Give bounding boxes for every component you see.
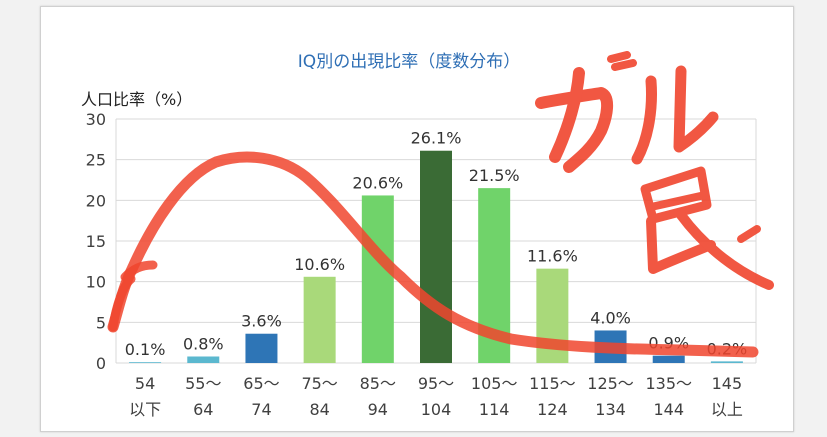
x-tick-label: 104 bbox=[421, 400, 452, 419]
handwritten-text-garumin bbox=[535, 51, 774, 290]
data-label: 11.6% bbox=[527, 247, 578, 266]
x-tick-label: 124 bbox=[537, 400, 568, 419]
bar-chart: IQ別の出現比率（度数分布） 人口比率（%） 0 5 10 15 20 25 30 0.1%… bbox=[81, 51, 774, 419]
y-tick-label: 20 bbox=[86, 191, 106, 210]
x-tick-label: 以上 bbox=[711, 400, 743, 419]
data-label: 4.0% bbox=[590, 308, 631, 327]
chart-card: IQ別の出現比率（度数分布） 人口比率（%） 0 5 10 15 20 25 30 0.1%… bbox=[40, 6, 794, 432]
handwritten-curve-start bbox=[108, 260, 158, 332]
x-tick-label: 75～ bbox=[301, 374, 337, 393]
x-tick-label: 64 bbox=[193, 400, 213, 419]
data-label: 0.8% bbox=[183, 334, 224, 353]
x-tick-label: 135～ bbox=[645, 374, 692, 393]
handwritten-curve bbox=[107, 151, 759, 358]
data-label: 21.5% bbox=[469, 166, 520, 185]
y-tick-label: 30 bbox=[86, 110, 106, 129]
bar bbox=[420, 150, 452, 363]
x-tick-label: 125～ bbox=[587, 374, 634, 393]
bar bbox=[303, 276, 336, 363]
data-label: 10.6% bbox=[294, 255, 345, 274]
data-label: 26.1% bbox=[411, 129, 462, 148]
y-tick-label: 0 bbox=[96, 354, 106, 373]
bar bbox=[187, 356, 220, 363]
x-axis-ticks: 54 以下 55～ 64 65～ 74 75～ 84 85～ 94 95～ 104 105～ 114 115… bbox=[129, 374, 743, 419]
bar bbox=[129, 362, 162, 363]
x-tick-label: 105～ bbox=[471, 374, 518, 393]
data-label: 3.6% bbox=[241, 312, 282, 331]
x-tick-label: 94 bbox=[368, 400, 388, 419]
bar bbox=[652, 355, 685, 363]
x-tick-label: 114 bbox=[479, 400, 510, 419]
x-tick-label: 95～ bbox=[418, 374, 454, 393]
y-tick-label: 25 bbox=[86, 151, 106, 170]
x-tick-label: 54 bbox=[135, 374, 155, 393]
bar bbox=[361, 195, 394, 363]
x-tick-label: 74 bbox=[251, 400, 271, 419]
y-axis-label: 人口比率（%） bbox=[81, 90, 192, 109]
x-tick-label: 以下 bbox=[129, 400, 161, 419]
x-tick-label: 84 bbox=[309, 400, 329, 419]
x-tick-label: 145 bbox=[712, 374, 743, 393]
y-tick-label: 15 bbox=[86, 232, 106, 251]
y-tick-label: 5 bbox=[96, 313, 106, 332]
y-axis-ticks: 0 5 10 15 20 25 30 bbox=[86, 110, 106, 373]
x-tick-label: 65～ bbox=[243, 374, 279, 393]
data-label: 0.1% bbox=[125, 340, 166, 359]
data-label: 20.6% bbox=[352, 173, 403, 192]
bar bbox=[245, 333, 278, 363]
chart-title: IQ別の出現比率（度数分布） bbox=[298, 52, 520, 72]
x-tick-label: 134 bbox=[595, 400, 626, 419]
bar bbox=[710, 361, 743, 363]
y-tick-label: 10 bbox=[86, 273, 106, 292]
handwritten-annotation bbox=[107, 51, 774, 358]
x-tick-label: 55～ bbox=[185, 374, 221, 393]
x-tick-label: 115～ bbox=[529, 374, 576, 393]
x-tick-label: 144 bbox=[653, 400, 684, 419]
x-tick-label: 85～ bbox=[360, 374, 396, 393]
